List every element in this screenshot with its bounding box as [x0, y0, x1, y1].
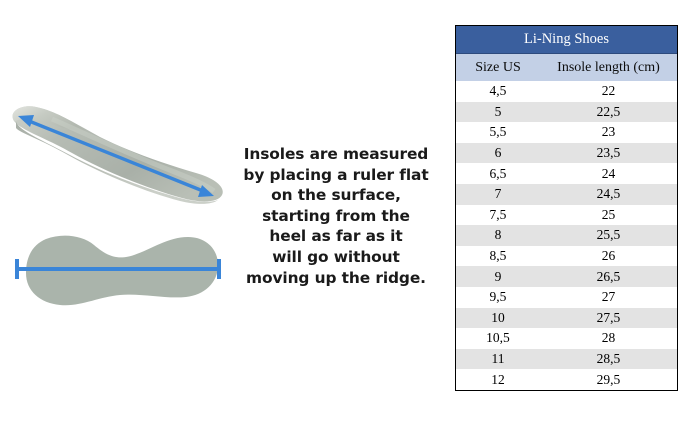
- measurement-line-horizontal: [15, 259, 221, 279]
- insole-illustration-panel: [0, 95, 240, 335]
- cell-insole-length: 25,5: [596, 227, 621, 243]
- size-chart-container: Li-Ning Shoes Size US Insole length (cm)…: [455, 25, 678, 391]
- table-row: 10,5 28: [456, 328, 677, 349]
- cell-size-us: 9,5: [489, 289, 507, 305]
- insole-flat-topdown: [15, 235, 221, 306]
- instruction-line-7: moving up the ridge.: [246, 268, 426, 287]
- cell-size-us: 5: [494, 103, 502, 119]
- cell-size-us: 11: [491, 351, 505, 367]
- insole-3d-perspective: [12, 106, 223, 204]
- instruction-line-4: starting from the: [262, 206, 410, 225]
- column-header-insole-length: Insole length (cm): [539, 53, 677, 81]
- cell-insole-length: 27,5: [596, 309, 621, 325]
- cell-insole-length: 24,5: [596, 186, 621, 202]
- cell-insole-length: 26: [601, 248, 616, 264]
- table-row: 7 24,5: [456, 183, 677, 205]
- cell-size-us: 10,5: [486, 330, 510, 346]
- table-row: 8 25,5: [456, 225, 677, 246]
- table-row: 9,5 27: [456, 286, 677, 308]
- size-chart-table: Li-Ning Shoes Size US Insole length (cm)…: [456, 26, 677, 390]
- cell-insole-length: 28: [601, 330, 616, 346]
- table-row: 9 26,5: [456, 266, 677, 287]
- cell-insole-length: 28,5: [596, 351, 621, 367]
- table-column-header-row: Size US Insole length (cm): [456, 53, 677, 81]
- insole-3d-heel-rim: [12, 106, 87, 131]
- cell-insole-length: 25: [601, 206, 616, 222]
- size-chart-body: 4,5 22 5 22,5 5,5 23 6 23,5 6,5 24 7 24,5 7,5 25 8 25,5…: [456, 81, 677, 390]
- cell-size-us: 8: [494, 227, 502, 243]
- table-row: 11 28,5: [456, 348, 677, 370]
- cell-insole-length: 23: [601, 124, 616, 140]
- measurement-instructions: Insoles are measured by placing a ruler …: [238, 144, 434, 288]
- cell-size-us: 10: [491, 309, 505, 325]
- insole-3d-arch-highlight: [50, 116, 216, 194]
- table-row: 10 27,5: [456, 307, 677, 329]
- cell-insole-length: 22: [601, 83, 616, 99]
- cell-insole-length: 23,5: [596, 145, 621, 161]
- cell-size-us: 5,5: [489, 124, 507, 140]
- cell-insole-length: 27: [601, 289, 616, 305]
- cell-size-us: 9: [494, 268, 502, 284]
- column-header-size-us: Size US: [456, 53, 540, 81]
- table-row: 7,5 25: [456, 204, 677, 226]
- instruction-line-2: by placing a ruler flat: [243, 165, 429, 184]
- table-row: 6 23,5: [456, 142, 677, 164]
- cell-size-us: 8,5: [489, 248, 507, 264]
- cell-insole-length: 22,5: [596, 103, 621, 119]
- table-row: 8,5 26: [456, 245, 677, 267]
- cell-size-us: 7,5: [489, 206, 507, 222]
- table-row: 5 22,5: [456, 101, 677, 123]
- cell-insole-length: 24: [601, 165, 616, 181]
- instruction-line-5: heel as far as it: [269, 227, 403, 246]
- cell-size-us: 12: [491, 371, 505, 387]
- cell-insole-length: 29,5: [596, 371, 621, 387]
- table-row: 5,5 23: [456, 122, 677, 143]
- cell-size-us: 6: [494, 145, 502, 161]
- instruction-line-6: will go without: [272, 247, 400, 266]
- table-row: 12 29,5: [456, 369, 677, 390]
- instruction-line-3: on the surface,: [271, 186, 401, 205]
- table-row: 4,5 22: [456, 81, 677, 102]
- cell-insole-length: 26,5: [596, 268, 621, 284]
- cell-size-us: 4,5: [489, 83, 507, 99]
- table-title: Li-Ning Shoes: [456, 26, 677, 54]
- instruction-line-1: Insoles are measured: [243, 145, 429, 163]
- table-title-row: Li-Ning Shoes: [456, 26, 677, 54]
- table-row: 6,5 24: [456, 163, 677, 184]
- cell-size-us: 7: [494, 186, 502, 202]
- measurement-arrow-diagonal: [18, 115, 214, 197]
- cell-size-us: 6,5: [489, 165, 507, 181]
